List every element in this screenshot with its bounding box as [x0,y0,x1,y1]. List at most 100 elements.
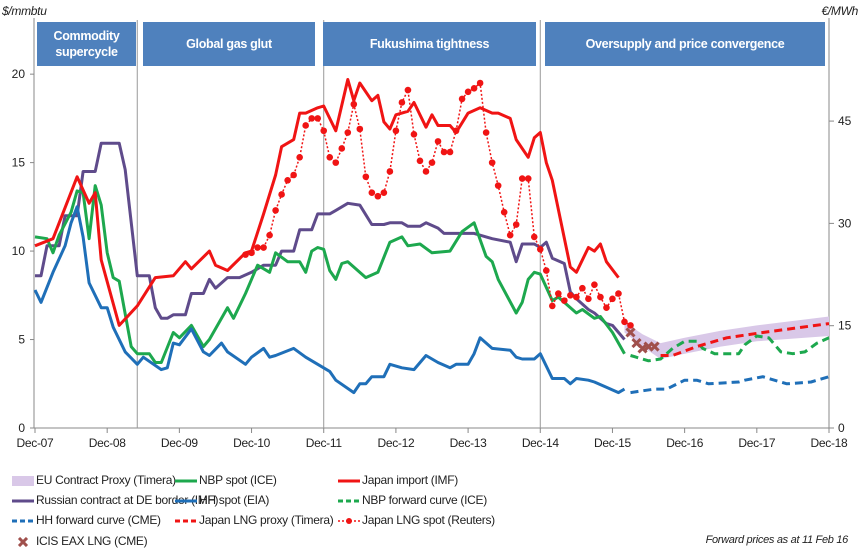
japan-lng-spot-reuters-marker [332,159,340,166]
japan-lng-spot-reuters-marker [428,159,436,166]
right-tick-label: 15 [838,319,852,333]
japan-lng-spot-reuters-marker [404,86,412,94]
legend-label: NBP spot (ICE) [199,473,277,487]
legend-label: NBP forward curve (ICE) [362,493,487,507]
legend-swatch-icon [175,479,197,483]
x-tick-label: Dec-11 [306,436,343,450]
legend-item: HH spot (EIA) [175,491,269,509]
japan-lng-spot-reuters-marker [518,175,526,182]
icis-eax-lng-cme-marker [649,341,660,352]
legend-swatch [175,515,197,525]
legend-item: Japan LNG spot (Reuters) [338,511,495,529]
legend-label: HH spot (EIA) [199,493,270,507]
japan-lng-spot-reuters-marker [476,79,484,87]
hh-spot-eia-line [33,205,626,395]
legend-item: NBP spot (ICE) [175,471,277,489]
icis-eax-lng-cme-marker [625,327,636,338]
japan-lng-spot-reuters-marker [458,95,466,103]
x-tick-label: Dec-07 [17,436,55,450]
legend-swatch-icon [12,499,34,503]
legend: EU Contract Proxy (Timera) NBP spot (ICE… [0,470,863,550]
japan-lng-spot-reuters-marker [398,99,406,106]
japan-lng-spot-reuters-marker [627,322,634,329]
legend-swatch-icon [12,476,34,486]
right-tick-label: 30 [838,216,852,230]
x-tick-label: Dec-17 [738,436,776,450]
x-tick-label: Dec-13 [450,436,488,450]
japan-lng-spot-reuters-marker [272,207,279,214]
legend-swatch [12,515,34,525]
period-label: Fukushima tightness [369,37,490,51]
japan-lng-spot-reuters-marker [434,138,442,145]
left-axis-unit: $/mmbtu [2,4,47,18]
right-tick-label: 0 [838,421,845,435]
japan-lng-spot-reuters-marker [344,129,352,136]
japan-lng-spot-reuters-marker [530,233,538,241]
legend-swatch [12,536,34,548]
japan-lng-spot-reuters-marker [555,290,562,297]
nbp-spot-ice-line [34,184,626,364]
x-tick-label: Dec-16 [666,436,704,450]
japan-lng-spot-reuters-marker [585,295,592,303]
japan-lng-spot-reuters-marker [308,115,315,122]
japan-lng-spot-reuters-marker [488,159,496,166]
left-tick-label: 20 [12,67,26,81]
japan-lng-spot-reuters-marker [440,148,448,156]
japan-lng-spot-reuters-marker [380,189,388,196]
legend-swatch-icon [338,499,360,503]
japan-lng-spot-reuters-marker [368,189,376,196]
legend-item: NBP forward curve (ICE) [338,491,487,509]
japan-lng-spot-reuters-marker [302,122,309,129]
legend-label: Japan LNG proxy (Timera) [199,513,334,527]
legend-swatch [12,475,34,486]
legend-swatch-icon [12,519,34,523]
japan-lng-spot-reuters-marker [338,145,346,152]
legend-item: ICIS EAX LNG (CME) [12,532,148,550]
x-tick-label: Dec-14 [522,436,560,450]
left-tick-label: 5 [18,333,25,347]
period-label: Global gas glut [186,37,272,51]
japan-lng-spot-reuters-marker [350,100,358,108]
japan-lng-spot-reuters-marker [254,244,261,251]
japan-lng-spot-reuters-marker [362,173,370,181]
japan-lng-spot-reuters-marker [242,251,249,258]
x-tick-label: Dec-09 [161,436,199,450]
japan-lng-spot-reuters-marker [621,318,628,326]
japan-lng-spot-reuters-marker [573,293,580,301]
japan-lng-spot-reuters-marker [356,125,364,133]
period-commodity-supercycle: Commodity supercycle [37,22,136,66]
japan-lng-spot-reuters-marker [314,115,322,122]
period-global-gas-glut: Global gas glut [143,22,315,66]
japan-lng-spot-reuters-marker [615,290,622,297]
japan-lng-proxy-timera-line [660,322,830,357]
left-tick-label: 0 [18,421,25,435]
japan-lng-spot-reuters-marker [392,127,400,135]
legend-label: Japan LNG spot (Reuters) [362,513,495,527]
hh-forward-curve-cme-line [630,375,830,395]
legend-swatch [175,495,197,505]
japan-lng-spot-reuters-marker [512,221,520,228]
japan-lng-spot-reuters-marker [494,182,502,189]
japan-lng-spot-reuters-marker [500,208,508,216]
japan-lng-spot-reuters-marker [597,293,604,301]
legend-label: Russian contract at DE border (IMF) [36,493,219,507]
footnote: Forward prices as at 11 Feb 16 [705,534,849,546]
legend-swatch [175,475,197,485]
legend-label: ICIS EAX LNG (CME) [36,534,148,548]
japan-lng-spot-reuters-marker [536,246,544,253]
x-tick-label: Dec-10 [233,436,271,450]
japan-lng-spot-reuters-marker [464,88,472,96]
x-tick-label: Dec-15 [594,436,632,450]
russian-contract-at-de-border-imf-line [35,141,626,341]
japan-lng-spot-reuters-marker [452,127,460,135]
japan-lng-spot-reuters-marker [542,267,550,274]
japan-lng-spot-reuters-marker [446,148,454,156]
legend-item: EU Contract Proxy (Timera) [12,471,176,489]
japan-lng-spot-reuters-marker [278,191,285,198]
chart: 0 5 10 15 20 0 15 30 45 Dec-07 Dec-08 Dec-09 Dec-10 D… [12,18,852,450]
legend-swatch-icon [338,518,360,524]
japan-lng-spot-reuters-marker [609,295,616,303]
japan-lng-spot-reuters-marker [549,302,556,310]
japan-lng-spot-reuters-marker [320,127,328,135]
legend-label: EU Contract Proxy (Timera) [36,473,176,487]
